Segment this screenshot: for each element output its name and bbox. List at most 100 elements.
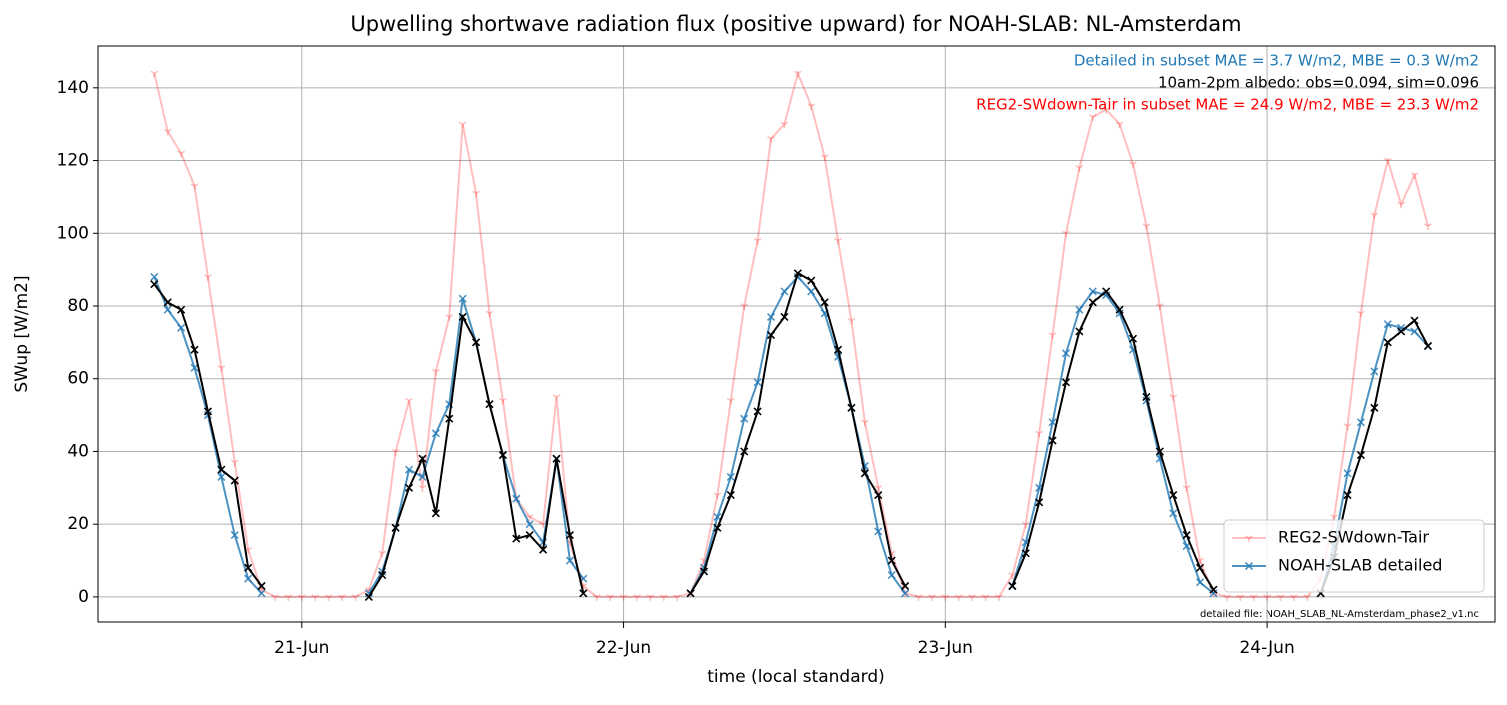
marker — [1142, 392, 1151, 401]
marker — [1383, 338, 1392, 347]
marker — [793, 269, 802, 278]
marker — [1410, 316, 1419, 325]
marker — [445, 414, 454, 423]
marker — [820, 154, 829, 161]
marker — [498, 451, 507, 460]
marker — [699, 567, 709, 576]
marker — [820, 298, 829, 307]
marker — [1182, 531, 1191, 540]
x-tick-label: 24-Jun — [1239, 638, 1294, 658]
marker — [217, 465, 226, 474]
marker — [726, 491, 735, 500]
marker — [431, 368, 440, 376]
marker — [1290, 594, 1298, 601]
footnote: detailed file: NOAH_SLAB_NL-Amsterdam_ph… — [1200, 609, 1479, 620]
marker — [753, 378, 762, 387]
marker — [230, 459, 239, 467]
marker — [713, 492, 722, 500]
x-tick-label: 23-Jun — [918, 638, 973, 658]
marker — [887, 556, 896, 565]
marker — [1142, 223, 1151, 230]
marker — [619, 594, 628, 601]
marker — [606, 594, 615, 601]
marker — [190, 183, 199, 190]
marker — [1249, 594, 1258, 601]
legend-label: REG2-SWdown-Tair — [1278, 528, 1429, 547]
marker — [1021, 521, 1030, 529]
marker — [928, 594, 936, 601]
marker — [793, 70, 802, 78]
marker — [1356, 451, 1365, 460]
marker — [901, 581, 910, 591]
marker — [431, 429, 440, 438]
marker — [807, 287, 816, 296]
marker — [418, 485, 427, 492]
marker — [1397, 201, 1406, 209]
annotation: Detailed in subset MAE = 3.7 W/m2, MBE =… — [1074, 52, 1479, 70]
marker — [163, 128, 172, 136]
annotation: 10am-2pm albedo: obs=0.094, sim=0.096 — [1158, 74, 1479, 92]
marker — [1356, 418, 1365, 427]
marker — [1370, 367, 1379, 376]
y-tick-label: 20 — [67, 514, 89, 534]
marker — [914, 594, 923, 601]
marker — [404, 483, 414, 492]
marker — [431, 509, 440, 518]
marker — [874, 527, 883, 536]
marker — [1088, 287, 1097, 296]
marker — [1102, 287, 1111, 296]
y-tick-label: 120 — [57, 151, 89, 171]
marker — [1061, 349, 1071, 358]
marker — [1169, 394, 1178, 401]
marker — [230, 476, 239, 485]
marker — [1115, 121, 1124, 129]
marker — [1035, 430, 1044, 438]
marker — [887, 571, 896, 580]
marker — [458, 121, 467, 129]
marker — [673, 594, 682, 601]
marker — [378, 550, 387, 558]
marker — [458, 312, 467, 321]
marker — [445, 314, 454, 321]
marker — [1244, 561, 1254, 571]
marker — [271, 594, 279, 601]
marker — [874, 491, 883, 500]
marker — [311, 594, 320, 601]
axes-frame — [97, 45, 1496, 623]
marker — [418, 454, 427, 463]
marker — [512, 494, 521, 503]
marker — [150, 280, 159, 289]
marker — [1062, 230, 1070, 238]
marker — [378, 571, 387, 580]
marker — [1357, 310, 1365, 318]
marker — [244, 574, 253, 583]
marker — [1182, 485, 1191, 492]
marker — [177, 305, 186, 314]
y-tick-label: 140 — [57, 78, 89, 98]
marker — [1410, 327, 1419, 336]
marker — [646, 594, 655, 601]
marker — [1048, 436, 1057, 445]
x-tick-label: 21-Jun — [274, 638, 329, 658]
marker — [177, 323, 186, 332]
marker — [1155, 447, 1164, 456]
marker — [512, 534, 521, 543]
marker — [807, 276, 816, 285]
marker — [686, 589, 695, 598]
marker — [150, 272, 159, 281]
marker — [713, 512, 722, 521]
marker — [1397, 327, 1406, 336]
chart-title: Upwelling shortwave radiation flux (posi… — [350, 12, 1241, 36]
marker — [740, 414, 749, 423]
marker — [565, 531, 574, 540]
marker — [780, 287, 789, 296]
marker — [1169, 509, 1178, 518]
marker — [1383, 157, 1392, 165]
marker — [163, 298, 172, 307]
marker — [404, 465, 414, 474]
marker — [1048, 418, 1057, 427]
marker — [472, 338, 481, 347]
marker — [847, 403, 856, 412]
marker — [324, 594, 333, 601]
marker — [472, 190, 480, 198]
